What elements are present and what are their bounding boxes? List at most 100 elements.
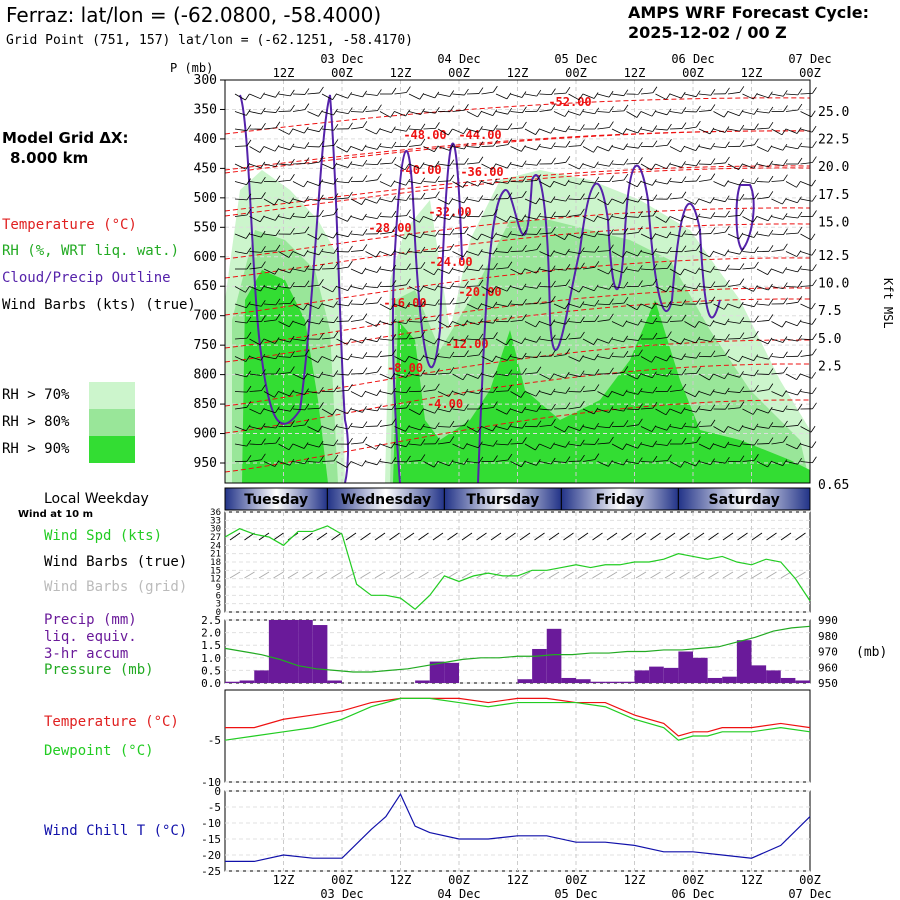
wind-barb bbox=[640, 443, 653, 448]
wind-barb-flag bbox=[260, 161, 266, 169]
wind-barb bbox=[408, 181, 421, 185]
wind-barb bbox=[481, 286, 493, 293]
wind-barb-true bbox=[302, 532, 313, 541]
wind-barb-flag bbox=[665, 408, 671, 416]
wind-barb bbox=[278, 198, 290, 205]
wind-barb-flag bbox=[478, 195, 484, 202]
top-time-label: 00Z bbox=[331, 66, 353, 80]
wind-barb bbox=[249, 286, 261, 292]
wind-barb-flag bbox=[754, 246, 759, 253]
isotherm-label: -36.00 bbox=[460, 165, 503, 179]
precip-bar bbox=[283, 620, 299, 683]
wind-barb bbox=[597, 198, 609, 206]
wind-barb-flag bbox=[652, 440, 657, 448]
wind-barb-flag bbox=[652, 179, 657, 186]
wind-barb bbox=[684, 268, 696, 275]
wind-barb-grid bbox=[287, 571, 299, 579]
wind-barb-flag bbox=[333, 247, 339, 254]
wind-barb-flag bbox=[696, 159, 701, 167]
wind-barb-flag bbox=[637, 195, 643, 203]
precip-tick-label: 2.0 bbox=[201, 627, 221, 640]
wind-barb bbox=[495, 443, 508, 446]
wind-barb bbox=[568, 128, 581, 131]
wind-barb-flag bbox=[812, 87, 817, 94]
wind-barb bbox=[756, 338, 769, 345]
wind-barb bbox=[597, 111, 610, 113]
grid-label: Model Grid ΔX: bbox=[2, 129, 129, 147]
kft-tick-label: 22.5 bbox=[818, 133, 849, 148]
wind-barb bbox=[626, 408, 639, 411]
wind-barb bbox=[365, 321, 377, 327]
top-time-label: 00Z bbox=[799, 66, 821, 80]
wind-barb bbox=[423, 303, 436, 306]
wind-barb-flag bbox=[493, 85, 498, 93]
wind-barb bbox=[336, 181, 349, 184]
wind-barb-flag bbox=[594, 315, 600, 322]
wind-barb-flag bbox=[594, 161, 599, 168]
wind-barb-flag bbox=[608, 283, 614, 290]
wind-barb bbox=[742, 267, 755, 270]
wind-barb-flag bbox=[260, 423, 266, 430]
wind-barb bbox=[568, 426, 580, 431]
pressure-tick-label: 400 bbox=[194, 132, 217, 147]
wind-barb bbox=[756, 146, 769, 152]
wind-barb-flag bbox=[580, 208, 585, 216]
wind-barb-flag bbox=[449, 336, 454, 343]
wind-barb-flag bbox=[464, 104, 469, 111]
wind-barb bbox=[307, 303, 319, 310]
wind-barb bbox=[263, 442, 276, 445]
wind-barbs-true-label: Wind Barbs (true) bbox=[44, 554, 188, 570]
wind-barb-flag bbox=[246, 331, 252, 339]
wind-barb-flag bbox=[376, 335, 382, 342]
wind-tick-label: 30 bbox=[210, 525, 221, 535]
wind-barb bbox=[698, 425, 712, 427]
wind-barb-flag bbox=[347, 230, 353, 237]
wind-barb-flag bbox=[434, 230, 440, 237]
wind-barb bbox=[785, 286, 799, 288]
wind-barb-flag bbox=[609, 313, 614, 321]
wind-barb-flag bbox=[768, 283, 773, 291]
wind-barb bbox=[379, 373, 392, 380]
wind-barb bbox=[510, 319, 523, 322]
wind-barb-flag bbox=[754, 369, 759, 377]
rh90-area bbox=[242, 270, 328, 483]
wind-barb bbox=[263, 233, 276, 237]
wind-barb bbox=[321, 128, 334, 131]
wind-barb bbox=[234, 233, 247, 239]
wind-barb bbox=[582, 286, 595, 292]
wind-barb bbox=[713, 231, 726, 235]
wind-barb-flag bbox=[667, 192, 672, 200]
precip-bar bbox=[254, 670, 269, 683]
wind-barb bbox=[582, 459, 595, 462]
wind-barb-flag bbox=[739, 194, 745, 201]
wind-barb-flag bbox=[651, 356, 656, 363]
wind-barb-flag bbox=[564, 302, 570, 310]
wind-barb bbox=[655, 233, 667, 239]
wind-barb-flag bbox=[493, 316, 498, 324]
wind-barb-flag bbox=[695, 282, 701, 290]
wind-barb-flag bbox=[434, 160, 440, 168]
wind-barb bbox=[655, 303, 668, 308]
wind-barb-flag bbox=[782, 405, 788, 412]
wind-barb bbox=[481, 407, 494, 410]
wind-barb bbox=[437, 163, 450, 167]
wind-barb-flag bbox=[304, 334, 310, 341]
wind-barb bbox=[698, 338, 711, 342]
wind-barb bbox=[727, 284, 740, 287]
top-date-label: 04 Dec bbox=[437, 52, 480, 66]
wind-barb-true bbox=[345, 532, 357, 541]
wind-barb-flag bbox=[768, 437, 774, 444]
wind-barb bbox=[640, 407, 653, 410]
wind-barb-flag bbox=[348, 437, 353, 445]
wind-barb-flag bbox=[666, 354, 671, 362]
wind-barb-flag bbox=[565, 264, 571, 271]
wind-barb-flag bbox=[696, 120, 701, 128]
wind-barb bbox=[278, 302, 291, 305]
wind-barb bbox=[234, 426, 247, 432]
cross-section-frame bbox=[224, 79, 811, 484]
wind-barb-flag bbox=[362, 213, 367, 221]
wind-barb bbox=[481, 337, 494, 340]
wind-barb bbox=[539, 424, 552, 427]
wind-barb-flag bbox=[289, 197, 294, 204]
wind-barb bbox=[379, 303, 391, 310]
